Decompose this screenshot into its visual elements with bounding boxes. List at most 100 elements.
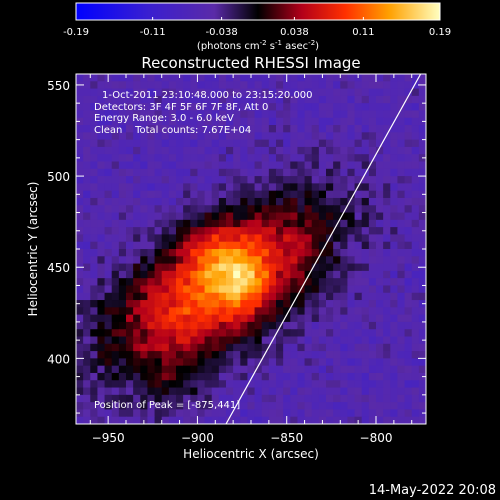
heatmap-cell bbox=[211, 358, 220, 367]
heatmap-cell bbox=[318, 249, 327, 257]
heatmap-cell bbox=[268, 81, 277, 90]
heatmap-cell bbox=[283, 249, 291, 257]
heatmap-cell bbox=[226, 329, 234, 338]
heatmap-cell bbox=[211, 176, 220, 184]
heatmap-cell bbox=[161, 285, 170, 294]
heatmap-cell bbox=[361, 95, 370, 104]
heatmap-cell bbox=[168, 336, 177, 345]
heatmap-cell bbox=[118, 380, 127, 389]
heatmap-cell bbox=[183, 307, 191, 316]
heatmap-cell bbox=[247, 103, 256, 112]
heatmap-cell bbox=[154, 278, 163, 287]
heatmap-cell bbox=[90, 263, 99, 272]
heatmap-cell bbox=[161, 343, 170, 352]
heatmap-cell bbox=[254, 336, 263, 345]
heatmap-cell bbox=[111, 183, 120, 192]
heatmap-cell bbox=[83, 416, 91, 424]
heatmap-cell bbox=[76, 219, 84, 228]
heatmap-cell bbox=[361, 402, 370, 411]
heatmap-cell bbox=[411, 183, 420, 192]
heatmap-cell bbox=[311, 372, 320, 381]
heatmap-cell bbox=[418, 103, 426, 112]
heatmap-cell bbox=[304, 74, 313, 82]
heatmap-cell bbox=[283, 314, 291, 323]
heatmap-cell bbox=[168, 103, 177, 112]
heatmap-cell bbox=[154, 205, 163, 214]
heatmap-cell bbox=[311, 183, 320, 192]
heatmap-cell bbox=[411, 402, 420, 411]
heatmap-cell bbox=[268, 409, 277, 418]
heatmap-cell bbox=[276, 256, 284, 265]
heatmap-cell bbox=[97, 336, 106, 345]
heatmap-cell bbox=[276, 95, 284, 104]
heatmap-cell bbox=[354, 183, 363, 192]
heatmap-cell bbox=[240, 95, 249, 104]
heatmap-cell bbox=[176, 95, 184, 104]
heatmap-cell bbox=[240, 372, 249, 381]
heatmap-cell bbox=[340, 300, 349, 308]
heatmap-cell bbox=[290, 358, 299, 367]
heatmap-cell bbox=[140, 402, 149, 411]
heatmap-cell bbox=[111, 365, 120, 374]
heatmap-cell bbox=[318, 314, 327, 323]
heatmap-cell bbox=[161, 351, 170, 359]
heatmap-cell bbox=[390, 190, 399, 199]
heatmap-cell bbox=[147, 409, 156, 418]
heatmap-cell bbox=[90, 219, 99, 228]
heatmap-cell bbox=[411, 329, 420, 338]
heatmap-cell bbox=[268, 139, 277, 148]
heatmap-cell bbox=[304, 300, 313, 308]
heatmap-cell bbox=[347, 88, 356, 97]
heatmap-cell bbox=[397, 219, 406, 228]
heatmap-cell bbox=[176, 234, 184, 243]
heatmap-cell bbox=[333, 372, 341, 381]
heatmap-cell bbox=[176, 321, 184, 330]
heatmap-cell bbox=[347, 234, 356, 243]
heatmap-cell bbox=[418, 351, 426, 359]
heatmap-cell bbox=[176, 81, 184, 90]
heatmap-cell bbox=[268, 176, 277, 184]
heatmap-cell bbox=[218, 197, 227, 206]
heatmap-cell bbox=[126, 365, 134, 374]
heatmap-cell bbox=[390, 321, 399, 330]
heatmap-cell bbox=[111, 146, 120, 155]
heatmap-cell bbox=[183, 139, 191, 148]
heatmap-cell bbox=[404, 197, 413, 206]
heatmap-cell bbox=[111, 270, 120, 279]
heatmap-cell bbox=[368, 351, 377, 359]
heatmap-cell bbox=[411, 387, 420, 396]
heatmap-cell bbox=[126, 132, 134, 141]
heatmap-cell bbox=[254, 365, 263, 374]
heatmap-cell bbox=[318, 270, 327, 279]
heatmap-cell bbox=[383, 249, 391, 257]
heatmap-cell bbox=[340, 292, 349, 301]
heatmap-cell bbox=[390, 161, 399, 170]
heatmap-cell bbox=[147, 256, 156, 265]
heatmap-cell bbox=[361, 146, 370, 155]
heatmap-cell bbox=[118, 263, 127, 272]
heatmap-cell bbox=[218, 183, 227, 192]
heatmap-cell bbox=[311, 249, 320, 257]
heatmap-cell bbox=[276, 343, 284, 352]
heatmap-cell bbox=[197, 197, 206, 206]
heatmap-cell bbox=[133, 292, 141, 301]
heatmap-cell bbox=[290, 409, 299, 418]
heatmap-cell bbox=[311, 190, 320, 199]
heatmap-cell bbox=[297, 212, 306, 221]
heatmap-cell bbox=[361, 219, 370, 228]
heatmap-cell bbox=[347, 343, 356, 352]
heatmap-cell bbox=[233, 256, 241, 265]
heatmap-cell bbox=[404, 154, 413, 163]
heatmap-cell bbox=[397, 336, 406, 345]
heatmap-cell bbox=[297, 74, 306, 82]
heatmap-cell bbox=[397, 402, 406, 411]
heatmap-cell bbox=[204, 387, 213, 396]
heatmap-cell bbox=[290, 249, 299, 257]
heatmap-cell bbox=[311, 81, 320, 90]
heatmap-cell bbox=[361, 227, 370, 236]
heatmap-cell bbox=[297, 241, 306, 250]
heatmap-cell bbox=[104, 183, 113, 192]
heatmap-cell bbox=[154, 285, 163, 294]
heatmap-cell bbox=[97, 263, 106, 272]
heatmap-cell bbox=[133, 132, 141, 141]
